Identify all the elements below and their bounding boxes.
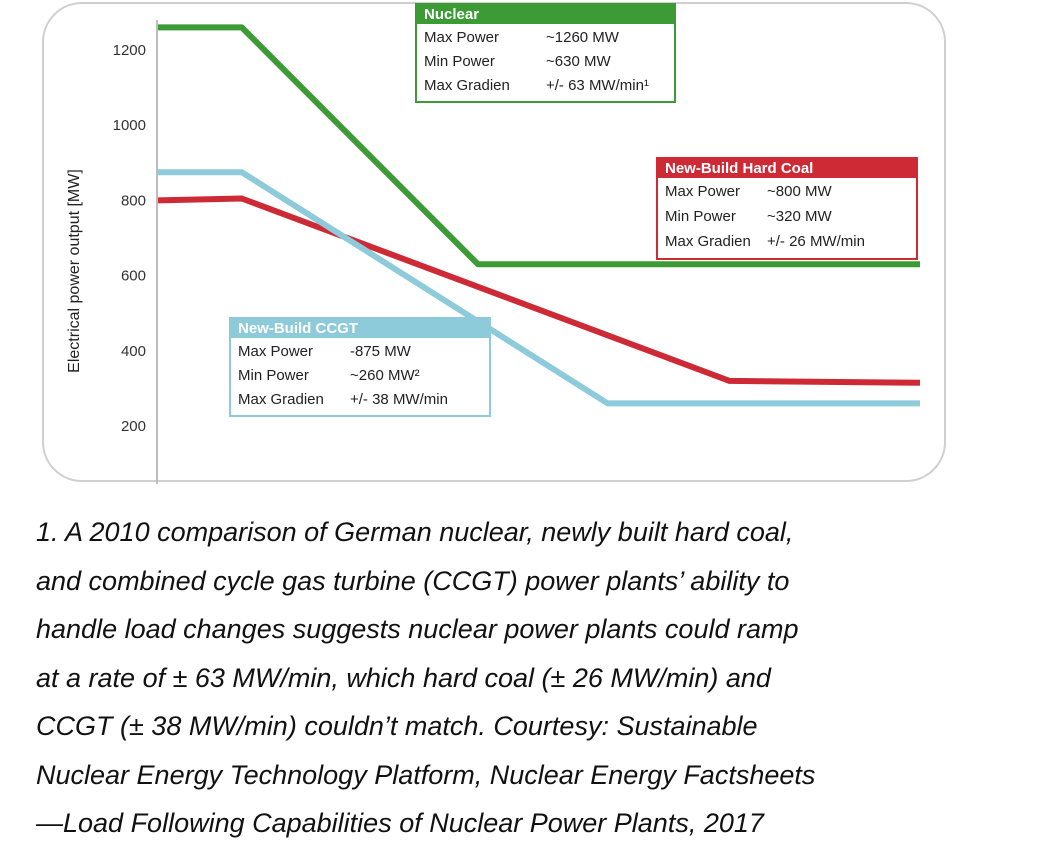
info-box-row-value: ~800 MW bbox=[767, 183, 832, 200]
info-box-row-label: Max Gradien bbox=[665, 233, 751, 250]
power-output-chart: 200 400 600 800 1000 1200 Electrical power out… bbox=[66, 3, 921, 484]
caption-line: and combined cycle gas turbine (CCGT) po… bbox=[36, 565, 790, 596]
info-box-coal: New-Build Hard Coal Max Power ~800 MW Min P… bbox=[656, 157, 918, 260]
info-box-row-value: -875 MW bbox=[350, 343, 412, 360]
info-box-row-value: +/- 63 MW/min¹ bbox=[546, 77, 649, 94]
y-tick-label: 600 bbox=[121, 268, 146, 285]
y-tick-label: 200 bbox=[121, 418, 146, 435]
info-box-title: New-Build CCGT bbox=[238, 320, 358, 337]
info-box-row-label: Max Power bbox=[424, 29, 499, 46]
info-box-header bbox=[416, 4, 675, 24]
series-line-nuclear bbox=[158, 24, 920, 268]
series-line-new-build-ccgt bbox=[158, 169, 920, 407]
info-box-header bbox=[230, 318, 490, 338]
caption-line: —Load Following Capabilities of Nuclear … bbox=[36, 808, 764, 838]
info-box-row-label: Min Power bbox=[238, 367, 309, 384]
info-box-row-value: ~630 MW bbox=[546, 53, 611, 70]
series-group bbox=[157, 24, 921, 407]
axis-group: 200 400 600 800 1000 1200 Electrical power out… bbox=[66, 20, 158, 484]
y-tick-label: 1200 bbox=[113, 42, 146, 59]
figure-caption: 1. A 2010 comparison of German nuclear, … bbox=[36, 508, 1026, 848]
info-box-row-value: ~1260 MW bbox=[546, 29, 620, 46]
caption-line: Nuclear Energy Technology Platform, Nucl… bbox=[36, 759, 816, 790]
caption-line: handle load changes suggests nuclear pow… bbox=[36, 614, 799, 644]
series-line-new-build-hard-coal bbox=[157, 195, 921, 386]
y-axis-title: Electrical power output [MW] bbox=[66, 169, 83, 373]
caption-line: 1. A 2010 comparison of German nuclear, … bbox=[36, 517, 794, 547]
info-box-row-label: Min Power bbox=[665, 208, 736, 225]
info-box-row-label: Max Power bbox=[238, 343, 313, 360]
info-box-nuclear: Nuclear Max Power ~1260 MW Min Power ~630 MW… bbox=[415, 3, 676, 103]
info-box-row-label: Max Gradien bbox=[424, 77, 510, 94]
info-box-ccgt: New-Build CCGT Max Power -875 MW Min Power ~… bbox=[229, 317, 491, 417]
info-box-row-label: Max Power bbox=[665, 183, 740, 200]
info-box-title: Nuclear bbox=[424, 6, 479, 23]
info-box-header bbox=[657, 158, 917, 178]
info-box-row-label: Max Gradien bbox=[238, 391, 324, 408]
caption-line: CCGT (± 38 MW/min) couldn’t match. Court… bbox=[36, 711, 758, 741]
y-tick-label: 400 bbox=[121, 343, 146, 360]
y-tick-label: 1000 bbox=[113, 117, 146, 134]
legend-boxes: Nuclear Max Power ~1260 MW Min Power ~630 MW… bbox=[229, 3, 918, 417]
info-box-row-value: ~320 MW bbox=[767, 208, 832, 225]
info-box-row-label: Min Power bbox=[424, 53, 495, 70]
caption-line: at a rate of ± 63 MW/min, which hard coa… bbox=[36, 662, 771, 693]
y-tick-label: 800 bbox=[121, 192, 146, 209]
info-box-row-value: +/- 26 MW/min bbox=[767, 233, 865, 250]
info-box-row-value: +/- 38 MW/min bbox=[350, 391, 448, 408]
info-box-row-value: ~260 MW² bbox=[350, 367, 420, 384]
info-box-title: New-Build Hard Coal bbox=[665, 160, 813, 177]
